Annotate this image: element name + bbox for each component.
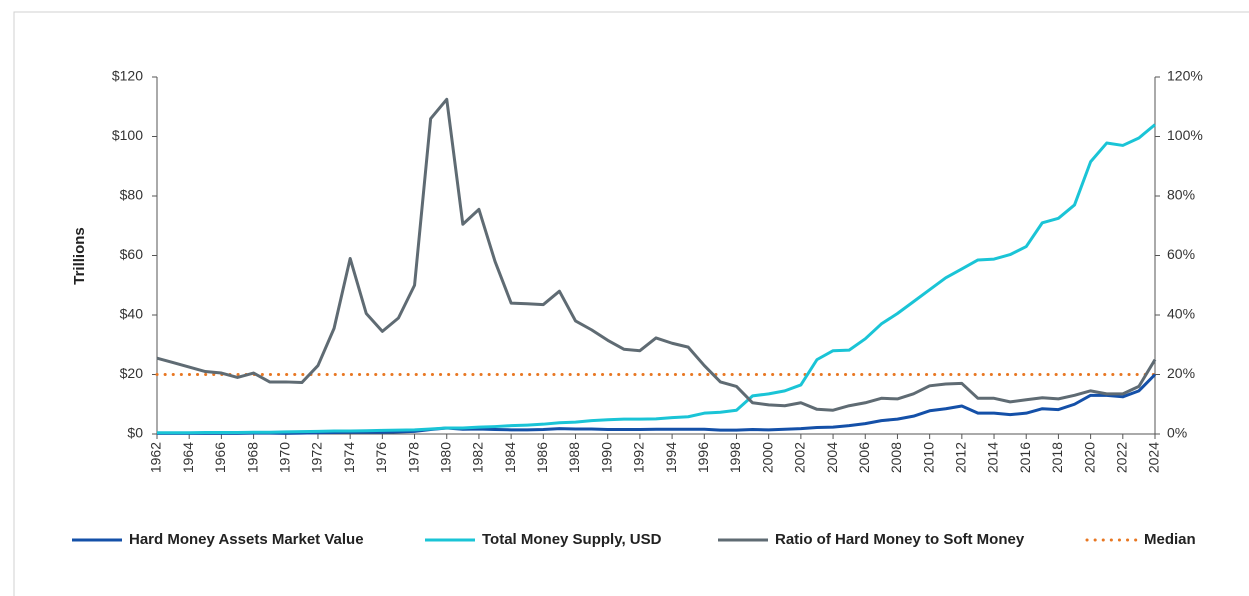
x-tick-label: 1964	[180, 442, 196, 473]
y2-tick-label: 80%	[1167, 187, 1195, 203]
y2-tick-label: 120%	[1167, 68, 1203, 84]
y2-tick-label: 0%	[1167, 425, 1187, 441]
legend-label: Hard Money Assets Market Value	[129, 531, 364, 548]
x-tick-label: 1982	[470, 442, 486, 473]
x-tick-label: 2004	[824, 442, 840, 473]
legend-label: Median	[1144, 531, 1196, 548]
y-tick-label: $120	[112, 68, 143, 84]
x-tick-label: 2022	[1114, 442, 1130, 473]
x-tick-label: 2014	[985, 442, 1001, 473]
x-tick-label: 2002	[792, 442, 808, 473]
x-tick-label: 2018	[1049, 442, 1065, 473]
x-tick-label: 2000	[759, 442, 775, 473]
y2-tick-label: 20%	[1167, 365, 1195, 381]
x-tick-label: 1974	[341, 442, 357, 473]
x-tick-label: 1978	[405, 442, 421, 473]
series-line	[157, 373, 1157, 435]
y-tick-label: $80	[120, 187, 144, 203]
x-tick-label: 1994	[663, 442, 679, 473]
x-tick-label: 2020	[1081, 442, 1097, 473]
x-tick-label: 2024	[1146, 442, 1162, 473]
x-tick-label: 1986	[534, 442, 550, 473]
x-tick-label: 1984	[502, 442, 518, 473]
x-tick-label: 1980	[437, 442, 453, 473]
y-tick-label: $40	[120, 306, 144, 322]
y-axis-title: Trillions	[71, 227, 88, 285]
x-tick-label: 1962	[148, 442, 164, 473]
x-tick-label: 1966	[212, 442, 228, 473]
x-tick-label: 1990	[598, 442, 614, 473]
y-tick-label: $20	[120, 365, 144, 381]
x-tick-label: 2016	[1017, 442, 1033, 473]
frame	[13, 11, 1249, 596]
y-tick-label: $100	[112, 127, 143, 143]
x-tick-label: 1988	[566, 442, 582, 473]
series-line	[156, 97, 1157, 412]
x-tick-label: 1968	[244, 442, 260, 473]
x-tick-label: 1972	[309, 442, 325, 473]
y2-tick-label: 60%	[1167, 246, 1195, 262]
y2-tick-label: 40%	[1167, 306, 1195, 322]
x-tick-label: 2012	[953, 442, 969, 473]
x-tick-label: 2010	[920, 442, 936, 473]
y-tick-label: $60	[120, 246, 144, 262]
x-tick-label: 2006	[856, 442, 872, 473]
x-tick-label: 1992	[631, 442, 647, 473]
x-tick-label: 1998	[727, 442, 743, 473]
x-tick-label: 2008	[888, 442, 904, 473]
y2-tick-label: 100%	[1167, 127, 1203, 143]
y-tick-label: $0	[127, 425, 143, 441]
series-line	[157, 123, 1156, 435]
x-tick-label: 1996	[695, 442, 711, 473]
x-tick-label: 1976	[373, 442, 389, 473]
legend-label: Total Money Supply, USD	[482, 531, 662, 548]
legend-label: Ratio of Hard Money to Soft Money	[775, 531, 1025, 548]
x-tick-label: 1970	[276, 442, 292, 473]
